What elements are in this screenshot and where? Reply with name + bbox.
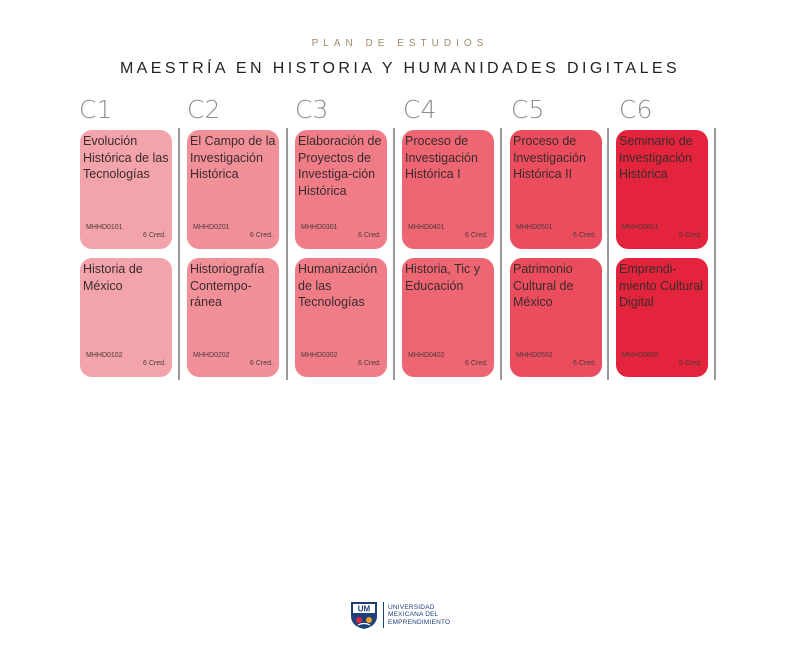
plan-subtitle: PLAN DE ESTUDIOS	[311, 38, 489, 49]
column-divider	[500, 128, 502, 380]
course-card[interactable]: Evolución Histórica de las Tecnologías M…	[80, 130, 172, 249]
course-name: Evolución Histórica de las Tecnologías	[83, 134, 169, 181]
column-divider	[714, 128, 716, 380]
course-card[interactable]: El Campo de la Investigación Histórica M…	[187, 130, 279, 249]
university-name: UNIVERSIDAD MEXICANA DEL EMPRENDIMIENTO	[388, 604, 450, 627]
column-divider	[607, 128, 609, 380]
course-code: MHHD0301	[301, 224, 338, 231]
course-code: MHHD0101	[86, 224, 123, 231]
course-credits: 6 Cred.	[465, 232, 488, 239]
course-credits: 6 Cred.	[679, 360, 702, 367]
university-shield-icon: UM	[351, 602, 377, 629]
course-code: MHHD0602	[622, 352, 659, 359]
column-divider	[178, 128, 180, 380]
course-card[interactable]: Historia de México MHHD0102 6 Cred.	[80, 258, 172, 377]
course-name: Historia, Tic y Educación	[405, 262, 481, 293]
course-name: Historiografía Contempo-ránea	[190, 262, 265, 309]
column-label-c1: C1	[79, 95, 113, 124]
course-credits: 6 Cred.	[358, 232, 381, 239]
course-card[interactable]: Elaboración de Proyectos de Investiga-ci…	[295, 130, 387, 249]
course-name: Humanización de las Tecnologías	[298, 262, 378, 309]
course-name: El Campo de la Investigación Histórica	[190, 134, 276, 181]
course-card[interactable]: Patrimonio Cultural de México MHHD0502 6…	[510, 258, 602, 377]
university-logo: UM UNIVERSIDAD MEXICANA DEL EMPRENDIMIEN…	[349, 600, 450, 630]
course-credits: 6 Cred.	[465, 360, 488, 367]
column-divider	[393, 128, 395, 380]
logo-line-2: MEXICANA DEL	[388, 611, 439, 619]
column-label-c5: C5	[511, 95, 545, 124]
course-code: MHHD0201	[193, 224, 230, 231]
column-divider	[286, 128, 288, 380]
course-card[interactable]: Emprendi-miento Cultural Digital MHHD060…	[616, 258, 708, 377]
course-name: Emprendi-miento Cultural Digital	[619, 262, 704, 309]
course-credits: 6 Cred.	[143, 360, 166, 367]
course-name: Proceso de Investigación Histórica II	[513, 134, 586, 181]
course-card[interactable]: Historiografía Contempo-ránea MHHD0202 6…	[187, 258, 279, 377]
course-credits: 6 Cred.	[250, 360, 273, 367]
course-code: MHHD0502	[516, 352, 553, 359]
course-code: MHHD0202	[193, 352, 230, 359]
logo-line-3: EMPRENDIMIENTO	[388, 618, 451, 626]
course-credits: 6 Cred.	[250, 232, 273, 239]
course-credits: 6 Cred.	[679, 232, 702, 239]
course-name: Elaboración de Proyectos de Investiga-ci…	[298, 134, 382, 198]
course-name: Patrimonio Cultural de México	[513, 262, 574, 309]
course-credits: 6 Cred.	[143, 232, 166, 239]
column-label-c4: C4	[403, 95, 437, 124]
course-code: MHHD0501	[516, 224, 553, 231]
logo-mark-text: UM	[358, 605, 371, 614]
course-code: MHHD0401	[408, 224, 445, 231]
column-label-c6: C6	[619, 95, 653, 124]
course-code: MHHD0402	[408, 352, 445, 359]
course-credits: 6 Cred.	[573, 232, 596, 239]
course-card[interactable]: Historia, Tic y Educación MHHD0402 6 Cre…	[402, 258, 494, 377]
course-card[interactable]: Seminario de Investigación Histórica MHH…	[616, 130, 708, 249]
logo-line-1: UNIVERSIDAD	[388, 603, 435, 611]
course-code: MHHD0102	[86, 352, 123, 359]
course-code: MHHD0302	[301, 352, 338, 359]
logo-separator	[383, 602, 384, 628]
course-card[interactable]: Humanización de las Tecnologías MHHD0302…	[295, 258, 387, 377]
program-title: MAESTRÍA EN HISTORIA Y HUMANIDADES DIGIT…	[119, 60, 681, 77]
course-credits: 6 Cred.	[573, 360, 596, 367]
course-name: Seminario de Investigación Histórica	[619, 134, 693, 181]
course-name: Historia de México	[83, 262, 143, 293]
column-label-c3: C3	[295, 95, 329, 124]
course-credits: 6 Cred.	[358, 360, 381, 367]
course-code: MHHD0601	[622, 224, 659, 231]
course-card[interactable]: Proceso de Investigación Histórica I MHH…	[402, 130, 494, 249]
course-name: Proceso de Investigación Histórica I	[405, 134, 478, 181]
course-card[interactable]: Proceso de Investigación Histórica II MH…	[510, 130, 602, 249]
column-label-c2: C2	[187, 95, 221, 124]
